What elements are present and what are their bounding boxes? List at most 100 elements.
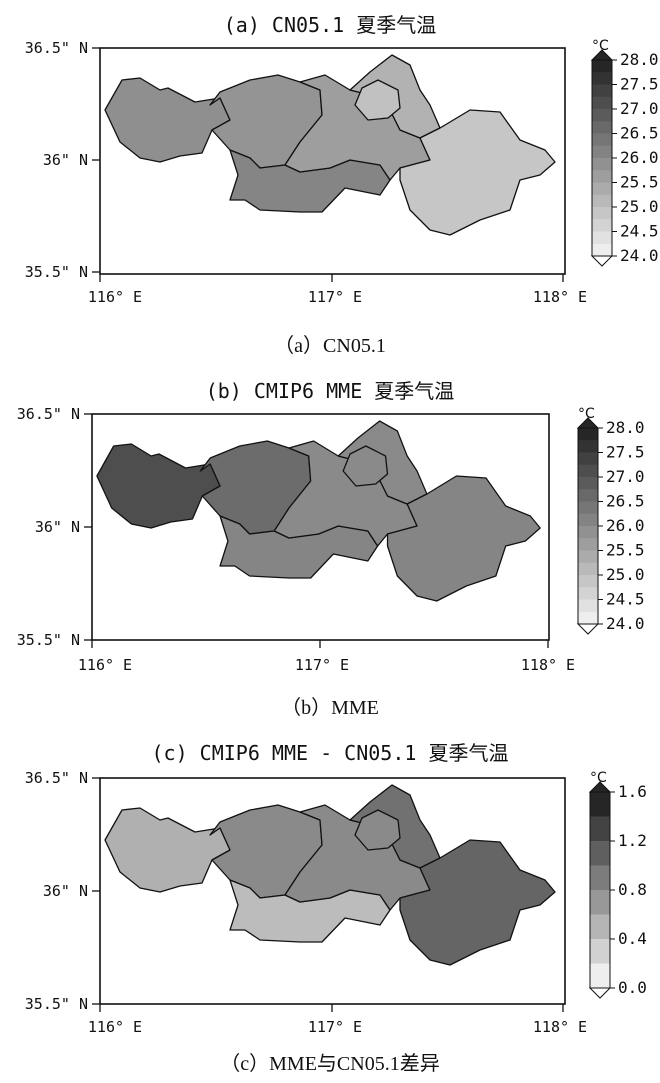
colorbar-label: 24.0 [606,614,645,633]
region-west [104,807,231,893]
ytick-label: 36" N [43,151,88,169]
panel-a-colorbar: °C 28.0 27.5 27.0 26.5 26.0 25.5 25.0 24.5 24.0 [590,38,659,267]
colorbar-swatch [592,84,612,98]
colorbar-swatch [578,489,598,502]
colorbar-swatch [592,60,612,73]
colorbar-swatch [578,599,598,613]
colorbar-swatch [590,939,610,964]
colorbar-swatch [578,477,598,490]
colorbar-label: 25.5 [620,173,659,192]
colorbar-swatch [590,963,610,989]
panel-c-map [104,784,556,966]
ytick-label: 36" N [35,518,80,536]
colorbar-swatch [590,890,610,915]
colorbar-min-arrow [590,255,614,267]
xtick-label: 117° E [308,288,362,306]
ytick-label: 36.5" N [17,405,80,423]
panel-a-regions [104,54,556,236]
colorbar-swatch [592,194,612,208]
colorbar-min-arrow [576,623,600,635]
colorbar-label: 25.0 [606,565,645,584]
colorbar-label: 28.0 [620,50,659,69]
colorbar-swatches [588,781,612,999]
colorbar-swatch [592,231,612,245]
ytick-label: 36.5" N [25,769,88,787]
colorbar-labels: 28.0 27.5 27.0 26.5 26.0 25.5 25.0 24.5 24.0 [598,418,645,633]
panel-b-map [96,420,541,602]
xtick-label: 116° E [88,288,142,306]
colorbar-swatch [592,109,612,122]
colorbar-swatch [592,207,612,220]
colorbar-labels: 1.6 1.2 0.8 0.4 0.0 [610,782,647,997]
colorbar-swatch [578,440,598,453]
region-west [104,77,231,163]
colorbar-swatch [590,841,610,866]
colorbar-unit: °C [578,406,595,422]
colorbar-swatch [590,792,610,817]
colorbar-swatch [592,96,612,110]
colorbar-label: 24.5 [606,590,645,609]
colorbar-swatch [590,914,610,940]
colorbar-label: 24.5 [620,222,659,241]
panel-a-title: (a) CN05.1 夏季气温 [224,13,436,37]
colorbar-labels: 28.0 27.5 27.0 26.5 26.0 25.5 25.0 24.5 24.0 [612,50,659,265]
panel-c-y-axis: 36.5" N 36" N 35.5" N [25,769,100,1013]
panel-a-x-axis: 116° E 117° E 118° E [88,274,587,306]
panel-b-y-axis: 36.5" N 36" N 35.5" N [17,405,92,649]
colorbar-label: 1.6 [618,782,647,801]
colorbar-swatch [592,133,612,147]
colorbar-swatch [592,72,612,85]
colorbar-label: 0.8 [618,880,647,899]
colorbar-label: 25.5 [606,541,645,560]
colorbar-swatch [578,538,598,551]
colorbar-swatch [578,526,598,539]
panel-a-y-axis: 36.5" N 36" N 35.5" N [25,39,100,281]
colorbar-label: 27.5 [606,443,645,462]
colorbar-label: 1.2 [618,831,647,850]
panel-b-colorbar: °C 28.0 27.5 27.0 26.5 26.0 25.5 25.0 24.5 24.0 [576,406,645,635]
colorbar-swatch [578,428,598,441]
xtick-label: 118° E [533,288,587,306]
colorbar-label: 24.0 [620,246,659,265]
panel-c-colorbar: °C 1.6 1.2 0.8 0.4 0.0 [588,770,647,999]
colorbar-swatch [578,575,598,588]
ytick-label: 36" N [43,882,88,900]
colorbar-swatch [590,865,610,891]
colorbar-unit: °C [590,770,607,786]
colorbar-swatch [578,562,598,576]
xtick-label: 117° E [308,1018,362,1036]
panel-c-title: (c) CMIP6 MME - CN05.1 夏季气温 [152,741,509,765]
colorbar-swatch [578,464,598,478]
panel-b-caption: （b）MME [281,696,379,719]
panel-c: (c) CMIP6 MME - CN05.1 夏季气温 36.5" N 36" … [25,741,647,1075]
panel-c-x-axis: 116° E 117° E 118° E [88,1004,587,1036]
colorbar-swatch [592,121,612,134]
colorbar-swatch [578,587,598,600]
colorbar-swatch [592,145,612,159]
colorbar-label: 27.5 [620,75,659,94]
colorbar-swatch [592,219,612,232]
colorbar-min-arrow [588,987,612,999]
panel-b: (b) CMIP6 MME 夏季气温 36.5" N 36" N 35.5" N… [17,379,645,719]
colorbar-label: 25.0 [620,197,659,216]
colorbar-label: 0.0 [618,978,647,997]
colorbar-unit: °C [592,38,609,54]
colorbar-label: 26.5 [606,492,645,511]
panel-c-caption: （c）MME与CN05.1差异 [220,1052,439,1075]
colorbar-label: 26.0 [606,516,645,535]
panel-b-regions [96,420,541,602]
colorbar-label: 28.0 [606,418,645,437]
region-west [96,443,221,529]
colorbar-swatch [592,170,612,183]
ytick-label: 36.5" N [25,39,88,57]
colorbar-swatch [578,452,598,466]
colorbar-swatch [578,550,598,564]
xtick-label: 116° E [88,1018,142,1036]
xtick-label: 117° E [295,656,349,674]
colorbar-swatch [592,243,612,257]
colorbar-swatch [578,611,598,625]
colorbar-swatch [578,501,598,515]
colorbar-label: 27.0 [620,99,659,118]
panel-b-x-axis: 116° E 117° E 118° E [78,640,575,674]
